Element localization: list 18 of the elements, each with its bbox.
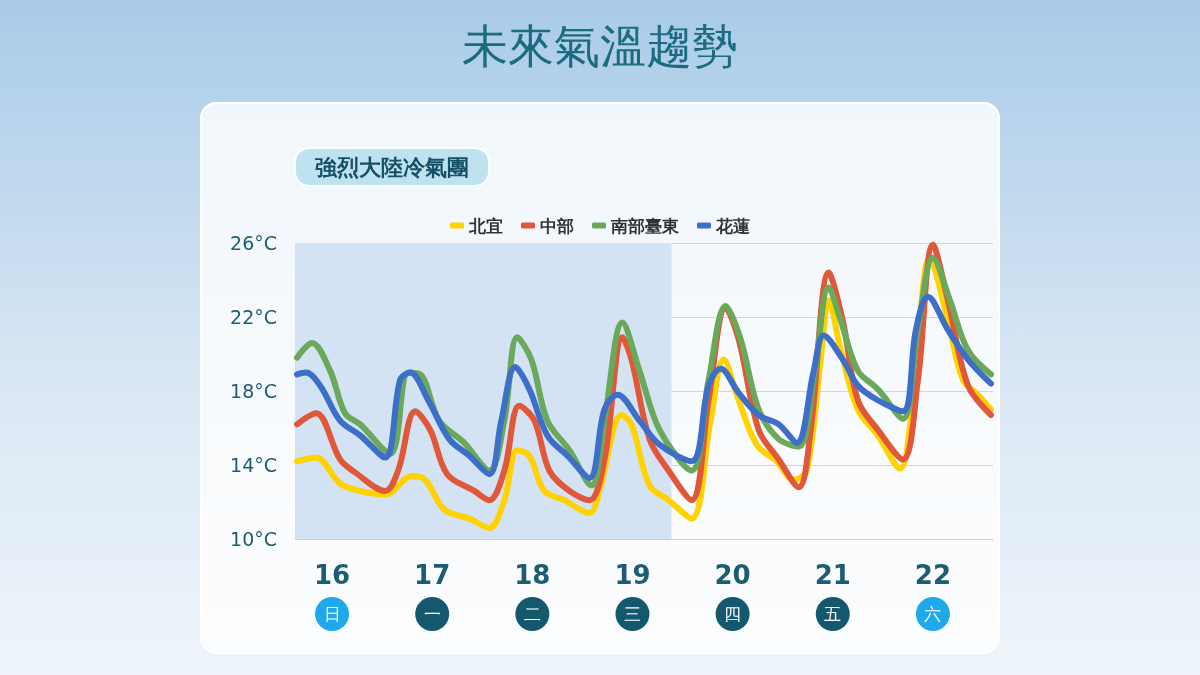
y-tick-label: 10°C [230, 528, 277, 550]
x-tick-label: 21 五 [814, 560, 851, 624]
x-tick-label: 16 日 [313, 560, 351, 624]
y-tick-label: 14°C [230, 454, 277, 476]
y-tick-label: 22°C [230, 306, 277, 328]
chart-title: 未來氣溫趨勢 [462, 19, 738, 73]
legend-label: 南部臺東 [610, 215, 680, 236]
y-tick-label: 18°C [230, 380, 277, 402]
x-tick-label: 22 六 [914, 560, 952, 624]
y-tick-label: 26°C [230, 232, 277, 254]
x-tick-label: 17 一 [414, 560, 451, 624]
legend-label: 北宜 [468, 215, 503, 236]
x-tick-label: 19 三 [614, 560, 651, 624]
x-tick-label: 20 四 [714, 560, 751, 624]
legend-label: 花蓮 [715, 215, 750, 236]
legend-label: 中部 [540, 215, 574, 236]
chart-subtitle: 強烈大陸冷氣團 [315, 154, 469, 180]
x-tick-label: 18 二 [514, 560, 551, 624]
